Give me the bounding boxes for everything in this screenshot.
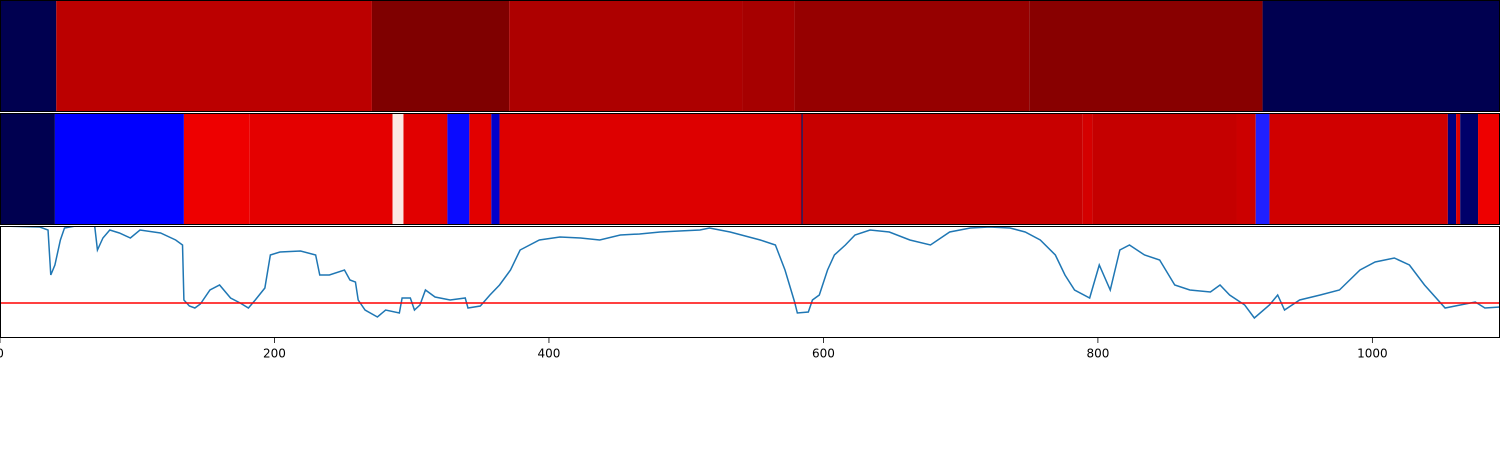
segment [249,113,393,225]
segment [183,113,250,225]
segment [1478,113,1500,225]
x-tick-label: 0 [0,347,4,361]
segment [742,0,795,112]
segment [1262,0,1500,112]
x-tick-label: 600 [812,347,835,361]
segment [491,113,500,225]
segment [1447,113,1457,225]
panel-frame [0,226,1500,338]
segment [56,0,372,112]
segment [371,0,510,112]
segment [1255,113,1270,225]
segment [1460,113,1479,225]
segment [469,113,492,225]
segment [0,0,57,112]
segment [801,113,803,225]
segment [54,113,184,225]
segment [0,113,55,225]
x-tick-label: 200 [263,347,286,361]
segment [802,113,1083,225]
segment [447,113,470,225]
segment [1092,113,1237,225]
segment [499,113,802,225]
segment [392,113,404,225]
segment [794,0,1030,112]
segment [1269,113,1448,225]
x-tick-label: 1000 [1357,347,1388,361]
segment [1456,113,1461,225]
x-tick-label: 400 [537,347,560,361]
segment [1029,0,1263,112]
data-line [0,226,1500,320]
segment [509,0,743,112]
segment [403,113,448,225]
x-tick-label: 800 [1086,347,1109,361]
segment [1236,113,1256,225]
segment [1082,113,1093,225]
